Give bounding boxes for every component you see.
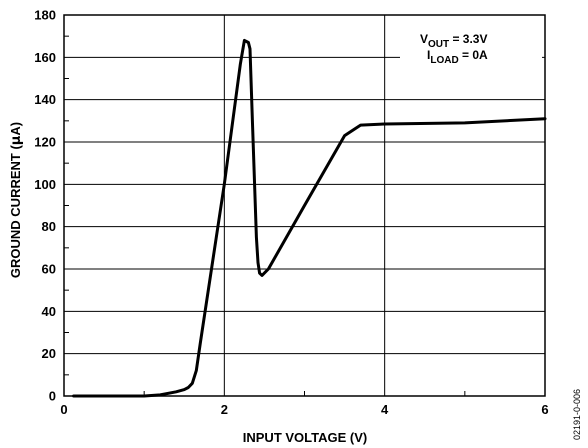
y-tick-labels: 0 20 40 60 80 100 120 140 160 180 bbox=[34, 8, 56, 404]
plot-frame bbox=[63, 14, 546, 397]
y-tick-label: 0 bbox=[49, 389, 56, 404]
legend-vout: VOUT = 3.3V bbox=[420, 32, 488, 50]
x-tick-labels: 0 2 4 6 bbox=[60, 402, 548, 417]
legend-iload-main: I bbox=[427, 48, 430, 62]
legend-iload: ILOAD = 0A bbox=[427, 48, 488, 66]
y-axis-title-mu: µ bbox=[9, 135, 24, 145]
x-tick-label: 2 bbox=[221, 402, 228, 417]
x-axis-title: INPUT VOLTAGE (V) bbox=[243, 430, 367, 445]
y-tick-label: 80 bbox=[42, 219, 56, 234]
y-tick-label: 120 bbox=[34, 135, 56, 150]
x-tick-label: 0 bbox=[60, 402, 67, 417]
x-tick-label: 6 bbox=[541, 402, 548, 417]
series-line-ground-current bbox=[72, 38, 547, 398]
y-tick-label: 160 bbox=[34, 50, 56, 65]
y-tick-label: 180 bbox=[34, 8, 56, 23]
figure-id: 02191-0-006 bbox=[572, 389, 582, 440]
grid-lines bbox=[64, 15, 545, 396]
tick-marks bbox=[64, 35, 466, 396]
legend-vout-main: V bbox=[420, 32, 428, 46]
y-tick-label: 100 bbox=[34, 177, 56, 192]
y-tick-label: 40 bbox=[42, 304, 56, 319]
x-tick-label: 4 bbox=[381, 402, 389, 417]
y-tick-label: 20 bbox=[42, 346, 56, 361]
y-tick-label: 60 bbox=[42, 262, 56, 277]
legend-vout-sub: OUT bbox=[428, 39, 449, 50]
y-tick-label: 140 bbox=[34, 92, 56, 107]
legend-iload-sub: LOAD bbox=[430, 55, 458, 66]
legend-vout-tail: = 3.3V bbox=[449, 32, 487, 46]
y-axis-title-tail: A) bbox=[8, 122, 23, 136]
y-axis-title-main: GROUND CURRENT ( bbox=[8, 145, 23, 279]
legend-iload-tail: = 0A bbox=[459, 48, 488, 62]
legend-background bbox=[400, 25, 542, 67]
y-axis-title: GROUND CURRENT (µA) bbox=[8, 122, 24, 278]
